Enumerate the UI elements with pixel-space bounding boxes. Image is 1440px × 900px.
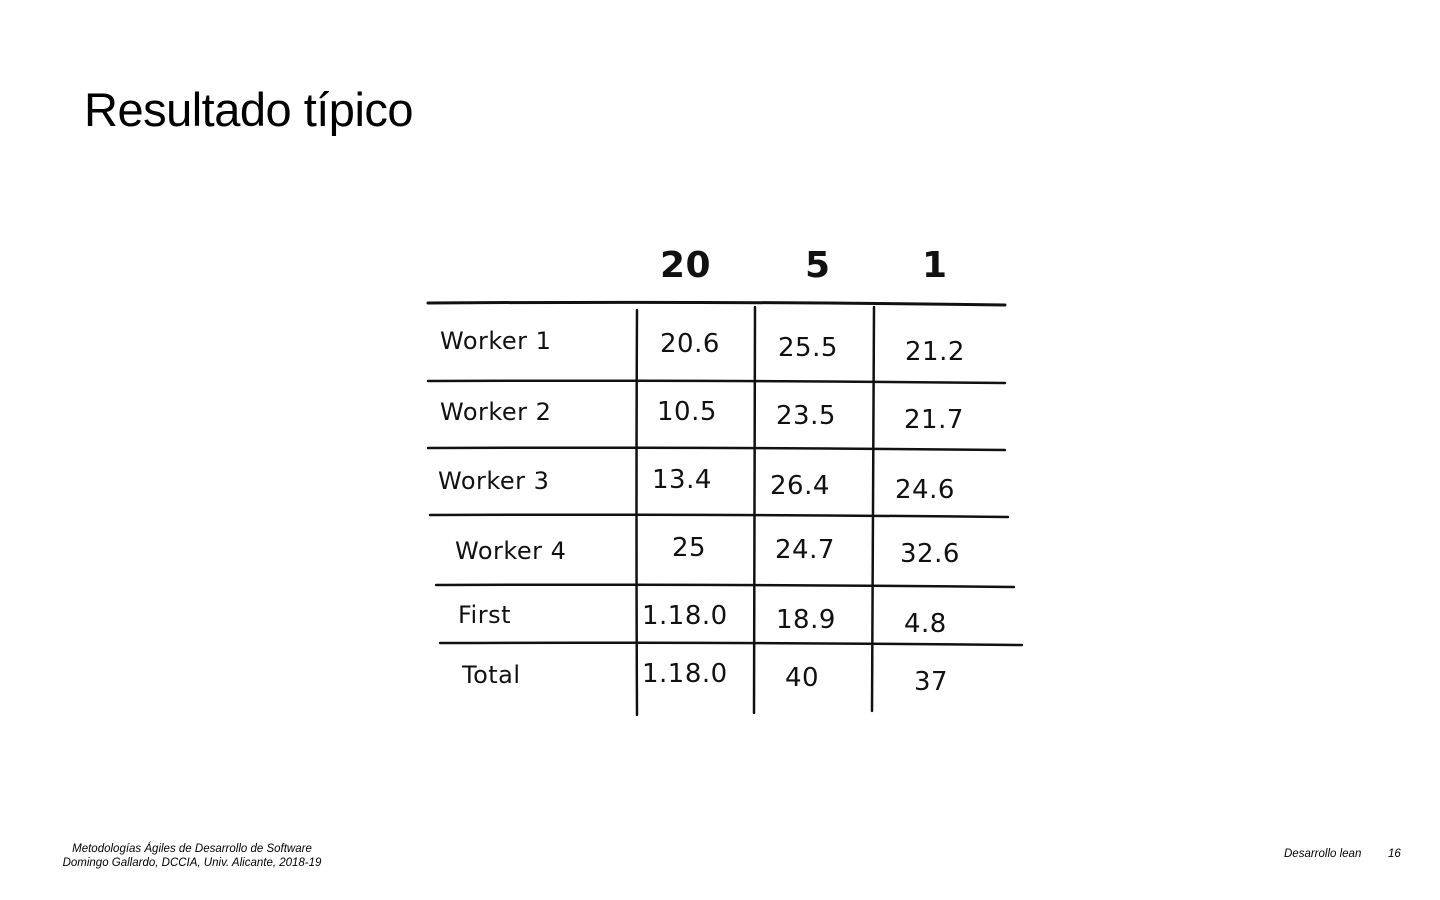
table-cell: 1.18.0 [642, 659, 728, 689]
row-label: Worker 4 [455, 537, 567, 565]
row-label: Total [462, 661, 521, 689]
table-cell: 21.2 [905, 337, 965, 367]
row-label: First [458, 601, 512, 629]
table-cell: 10.5 [657, 397, 717, 427]
row-label: Worker 3 [438, 467, 550, 495]
row-label: Worker 2 [440, 398, 552, 426]
table-cell: 4.8 [904, 609, 947, 639]
hand-drawn-table: 20 5 1 Worker 1 20.6 25.5 21.2 Worker 2 … [420, 235, 1030, 725]
table-cell: 40 [785, 663, 820, 693]
footer-section: Desarrollo lean [1284, 848, 1362, 860]
table-cell: 21.7 [904, 405, 964, 435]
column-header-3: 1 [922, 245, 948, 286]
table-cell: 1.18.0 [642, 601, 728, 631]
table-grid-lines [426, 300, 1024, 717]
column-header-2: 5 [805, 245, 831, 286]
table-cell: 23.5 [776, 401, 836, 431]
table-cell: 24.7 [775, 535, 835, 565]
table-cell: 25 [672, 533, 707, 563]
table-cell: 24.6 [895, 475, 955, 505]
table-cell: 13.4 [652, 465, 712, 495]
table-cell: 26.4 [770, 471, 830, 501]
table-cell: 18.9 [776, 605, 836, 635]
slide-title: Resultado típico [84, 83, 414, 136]
row-label: Worker 1 [440, 327, 552, 355]
table-cell: 20.6 [660, 329, 720, 359]
footer-course: Metodologías Ágiles de Desarrollo de Sof… [72, 843, 312, 855]
table-cell: 37 [914, 667, 949, 697]
footer-author: Domingo Gallardo, DCCIA, Univ. Alicante,… [62, 857, 322, 869]
table-cell: 32.6 [900, 539, 960, 569]
column-header-1: 20 [660, 245, 712, 286]
table-cell: 25.5 [778, 333, 838, 363]
footer-credits: Metodologías Ágiles de Desarrollo de Sof… [0, 842, 384, 870]
page-number: 16 [1388, 848, 1401, 860]
